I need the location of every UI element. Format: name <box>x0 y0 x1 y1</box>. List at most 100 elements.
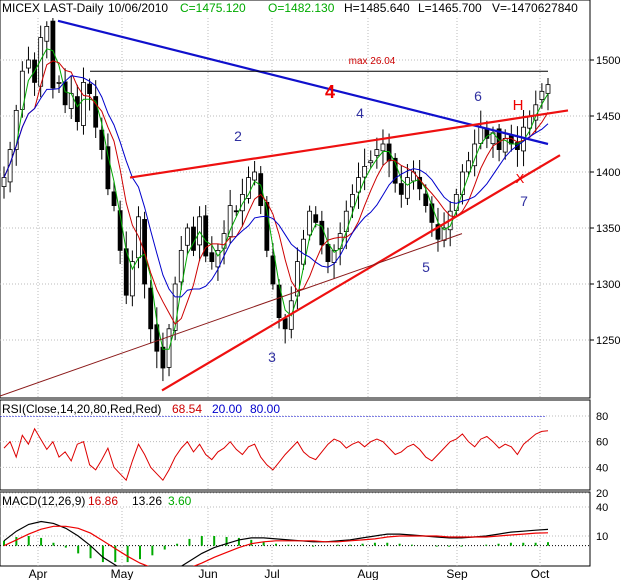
brown-trendline <box>0 233 463 397</box>
macd-value: 16.86 <box>88 494 118 508</box>
candle-body <box>545 84 551 94</box>
upper-red-trendline <box>129 109 569 179</box>
y-tick-label: 1250 <box>596 335 620 347</box>
moving-average-line <box>3 48 549 350</box>
candle-body <box>435 224 441 240</box>
candle-body <box>209 252 215 263</box>
candle-body <box>258 173 264 207</box>
macd-signal-line <box>3 525 549 566</box>
candle-body <box>7 149 13 183</box>
rsi-lower: 20.00 <box>212 402 242 416</box>
rsi-name: RSI(Close,14,20,80,Red,Red) <box>2 402 161 416</box>
candle-body <box>356 177 361 193</box>
candle-body <box>56 82 62 84</box>
annotation-label: 4 <box>325 82 335 102</box>
lower-red-trendline <box>161 154 561 392</box>
x-tick-label: May <box>111 567 134 580</box>
candle-body <box>368 160 374 164</box>
candle-body <box>350 193 355 208</box>
candle-body <box>337 233 343 249</box>
annotation-label: X <box>516 171 525 186</box>
rsi-tick-label: 20 <box>596 488 608 500</box>
candle-body <box>466 160 471 173</box>
x-tick-label: Jul <box>264 567 279 580</box>
candle-body <box>99 129 105 151</box>
x-tick-label: Aug <box>357 567 378 580</box>
candle-body <box>74 96 80 122</box>
price-symbol: MICEX LAST-Daily <box>2 1 103 15</box>
y-tick-label: 1500 <box>596 55 620 67</box>
candle-body <box>215 249 221 268</box>
x-tick-label: Oct <box>531 567 550 580</box>
candle-body <box>380 143 386 152</box>
candle-body <box>423 193 429 207</box>
candle-body <box>392 157 398 184</box>
x-tick-label: Sep <box>446 567 468 580</box>
candle-body <box>478 126 484 144</box>
candle-body <box>184 227 190 246</box>
candle-body <box>87 83 92 95</box>
candle-body <box>331 249 337 263</box>
price-open: O=1482.130 <box>268 1 335 15</box>
candle-body <box>81 82 86 126</box>
candle-body <box>172 283 178 331</box>
candle-body <box>26 59 31 69</box>
price-close: C=1475.120 <box>180 1 246 15</box>
rsi-value: 68.54 <box>172 402 202 416</box>
rsi-tick-label: 40 <box>596 462 608 474</box>
y-tick-label: 1350 <box>596 223 620 235</box>
candle-body <box>154 324 160 352</box>
candle-body <box>221 233 227 249</box>
x-tick-label: Apr <box>29 567 48 580</box>
candle-body <box>252 171 258 181</box>
candle-body <box>301 238 306 265</box>
price-high: H=1485.640 <box>344 1 410 15</box>
candle-body <box>270 255 276 285</box>
rsi-panel <box>0 399 591 491</box>
candle-body <box>111 191 117 206</box>
price-date: 10/06/2010 <box>108 1 168 15</box>
candle-body <box>319 220 325 246</box>
annotation-label: 2 <box>234 128 242 144</box>
candle-body <box>1 177 7 187</box>
candle-body <box>246 177 251 199</box>
rsi-series <box>0 416 549 482</box>
price-volume: V=-1470627840 <box>492 1 578 15</box>
candle-body <box>362 165 368 178</box>
candle-body <box>460 171 465 195</box>
rsi-tick-label: 60 <box>596 437 608 449</box>
tick-labels: Apr May Jun Jul Aug Sep Oct 1500 1450 1400 1350 130… <box>29 55 621 580</box>
price-panel <box>0 0 591 399</box>
annotations: max 26.04 4 2 4 6 H X 7 5 3 <box>234 56 528 365</box>
y-tick-label: 1400 <box>596 167 620 179</box>
macd-name: MACD(12,26,9) <box>2 494 85 508</box>
annotation-label: max 26.04 <box>349 56 396 67</box>
macd-tick-label: 40 <box>596 502 608 514</box>
y-tick-label: 1450 <box>596 111 620 123</box>
candle-body <box>93 96 99 128</box>
macd-hist: 3.60 <box>168 494 192 508</box>
candle-body <box>178 249 184 283</box>
candle-body <box>313 214 319 223</box>
rsi-tick-label: 80 <box>596 411 608 423</box>
blue-trendline <box>57 19 549 146</box>
annotation-label: 3 <box>268 349 276 365</box>
moving-average-line <box>3 75 549 298</box>
y-tick-label: 1300 <box>596 279 620 291</box>
price-low: L=1465.700 <box>418 1 482 15</box>
annotation-label: 4 <box>356 105 364 121</box>
candle-body <box>160 346 166 369</box>
annotation-label: H <box>513 97 524 114</box>
candle-body <box>44 25 50 42</box>
candle-body <box>203 215 209 257</box>
rsi-upper: 80.00 <box>250 402 280 416</box>
price-series <box>0 18 569 397</box>
candle-body <box>539 90 545 100</box>
rsi-line <box>3 427 549 482</box>
macd-line <box>3 520 549 566</box>
annotation-label: 7 <box>520 193 528 209</box>
annotation-label: 6 <box>474 88 482 104</box>
candle-body <box>148 287 154 330</box>
candle-body <box>117 210 123 251</box>
